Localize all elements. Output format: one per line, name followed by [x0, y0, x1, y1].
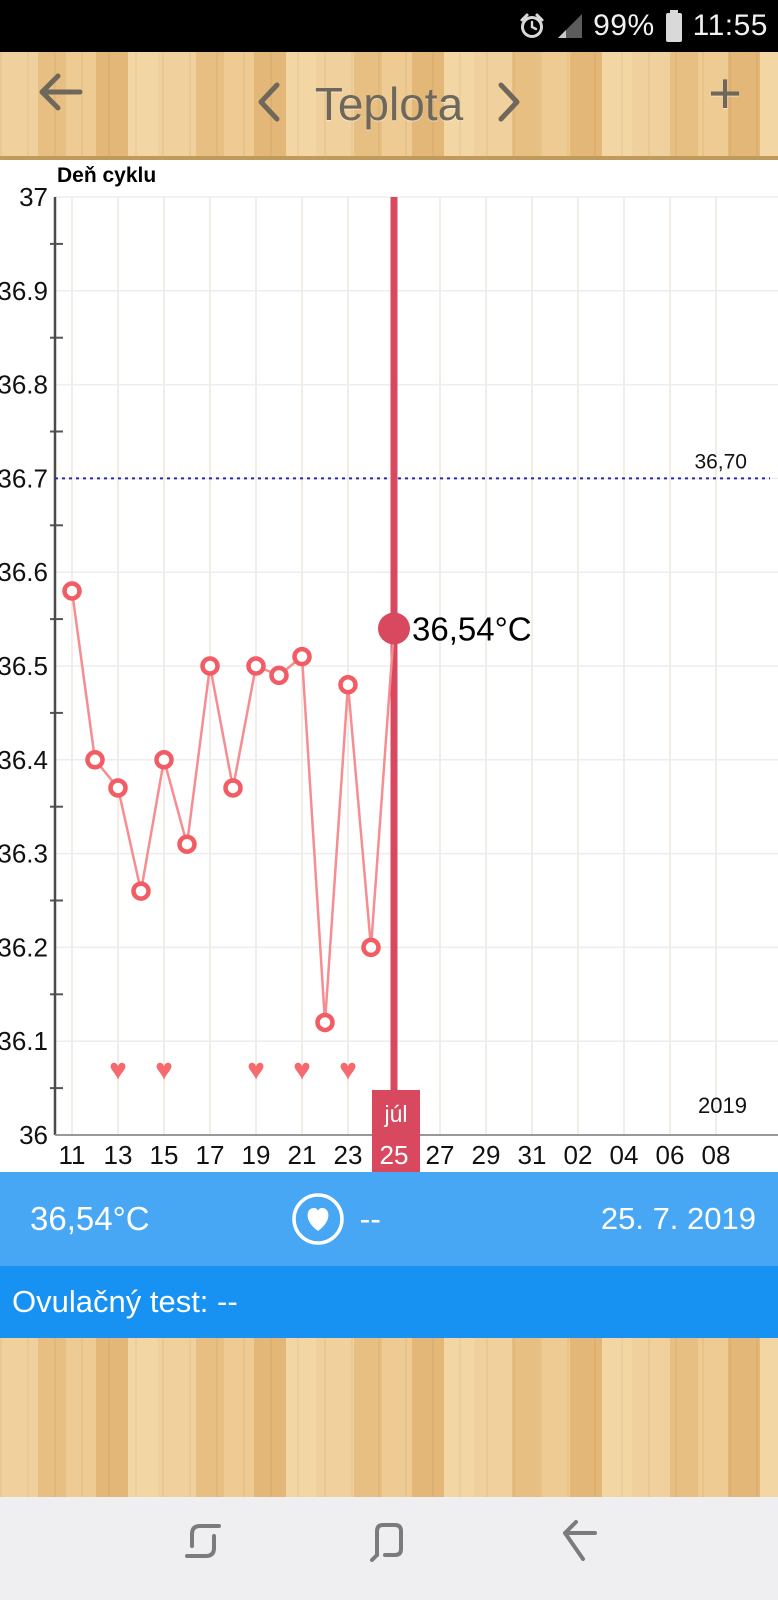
y-tick-label: 36.8: [0, 370, 48, 400]
heart-icon: ♥: [109, 1053, 127, 1086]
selected-date: 25. 7. 2019: [600, 1201, 756, 1236]
data-point[interactable]: [315, 1012, 335, 1033]
heart-icon: ♥: [155, 1053, 173, 1086]
x-tick-label[interactable]: 02: [564, 1140, 593, 1170]
x-tick-label[interactable]: 13: [104, 1140, 133, 1170]
android-nav-bar: [0, 1497, 778, 1600]
day-summary-bar[interactable]: 36,54°C -- 25. 7. 2019: [0, 1172, 778, 1266]
x-tick-label[interactable]: 04: [610, 1140, 639, 1170]
data-point[interactable]: [131, 881, 151, 901]
y-tick-label: 36: [19, 1120, 48, 1150]
intercourse-value: --: [359, 1200, 381, 1237]
app-header: Teplota +: [0, 52, 778, 160]
heart-circle-icon: [291, 1193, 344, 1245]
data-point[interactable]: [338, 675, 358, 695]
status-bar: 99% 11:55: [0, 0, 778, 52]
battery-percent: 99%: [593, 9, 655, 42]
temperature-chart[interactable]: 36 36.1 36.2 36.3 36.4 36.5 36.6 36.7 36.8 36.9 37…: [0, 160, 778, 1172]
temperature-line: [70, 590, 396, 1024]
data-point[interactable]: [292, 646, 312, 667]
selected-temperature: 36,54°C: [30, 1200, 150, 1237]
data-point[interactable]: [62, 581, 82, 601]
coverline-label: 36,70: [694, 450, 747, 473]
x-tick-label[interactable]: 06: [656, 1140, 685, 1170]
add-entry-button[interactable]: +: [708, 61, 742, 126]
next-period-button[interactable]: [497, 81, 523, 128]
heart-icon: ♥: [339, 1053, 357, 1086]
y-tick-label: 36.4: [0, 745, 48, 775]
y-tick-label: 36.6: [0, 557, 48, 587]
recent-apps-button[interactable]: [177, 1515, 229, 1572]
x-tick-label[interactable]: 11: [59, 1140, 86, 1170]
home-button[interactable]: [363, 1515, 415, 1572]
ovulation-test-label: Ovulačný test: --: [12, 1284, 238, 1319]
selected-month-label: júl: [383, 1101, 407, 1127]
clock-time: 11:55: [692, 9, 768, 42]
data-point[interactable]: [177, 834, 197, 854]
selected-value-label: 36,54°C: [412, 610, 532, 647]
back-arrow-icon: [39, 73, 83, 111]
chevron-left-icon: [258, 82, 280, 121]
page-title: Teplota: [314, 78, 464, 130]
data-point[interactable]: [154, 750, 174, 770]
x-tick-label[interactable]: 19: [242, 1140, 271, 1170]
signal-icon: [558, 14, 583, 38]
heart-icon: ♥: [247, 1053, 265, 1086]
alarm-icon: [520, 13, 544, 38]
background-panel: [0, 1338, 778, 1497]
chevron-right-icon: [498, 82, 520, 121]
y-tick-label: 36.1: [0, 1026, 48, 1056]
back-icon: [563, 1520, 597, 1561]
x-tick-label[interactable]: 29: [472, 1140, 501, 1170]
nav-back-button[interactable]: [549, 1515, 601, 1572]
data-point[interactable]: [269, 665, 289, 686]
x-tick-label[interactable]: 15: [150, 1140, 179, 1170]
temperature-chart-section: 36 36.1 36.2 36.3 36.4 36.5 36.6 36.7 36.8 36.9 37…: [0, 160, 778, 1172]
prev-period-button[interactable]: [255, 81, 281, 128]
data-point[interactable]: [108, 778, 128, 798]
chart-title: Deň cyklu: [57, 164, 156, 187]
y-tick-label: 36.7: [0, 463, 48, 493]
data-point[interactable]: [223, 778, 243, 798]
y-tick-label: 37: [19, 182, 48, 212]
data-point[interactable]: [200, 656, 220, 676]
battery-icon: [665, 10, 682, 42]
selected-data-point[interactable]: [378, 612, 410, 645]
x-tick-label[interactable]: 21: [288, 1140, 317, 1170]
data-point[interactable]: [361, 937, 381, 958]
x-tick-label[interactable]: 23: [334, 1140, 363, 1170]
x-tick-label[interactable]: 08: [702, 1140, 731, 1170]
recent-apps-icon: [185, 1524, 221, 1558]
y-tick-label: 36.3: [0, 839, 48, 869]
data-point[interactable]: [246, 656, 266, 676]
home-icon: [370, 1523, 403, 1562]
x-tick-label[interactable]: 25: [380, 1140, 409, 1170]
heart-icon: ♥: [293, 1053, 311, 1086]
data-point[interactable]: [85, 750, 105, 770]
y-tick-label: 36.2: [0, 932, 48, 962]
x-tick-label[interactable]: 27: [426, 1140, 455, 1170]
x-tick-label[interactable]: 17: [196, 1140, 225, 1170]
back-button[interactable]: [30, 66, 88, 123]
year-label: 2019: [698, 1093, 747, 1118]
y-tick-label: 36.9: [0, 276, 48, 306]
x-tick-label[interactable]: 31: [518, 1140, 547, 1170]
y-tick-label: 36.5: [0, 651, 48, 681]
ovulation-test-bar[interactable]: Ovulačný test: --: [0, 1266, 778, 1338]
